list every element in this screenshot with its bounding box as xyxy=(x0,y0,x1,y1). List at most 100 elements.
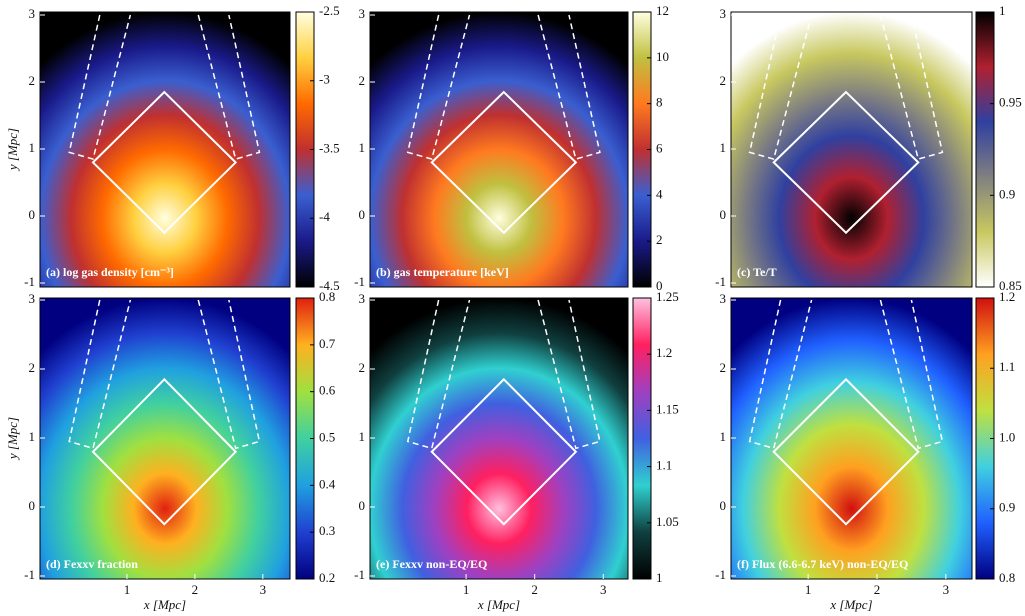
x-tick-label: 1 xyxy=(805,582,812,597)
region-diamond xyxy=(772,377,920,526)
y-axis-label: y [Mpc] xyxy=(5,128,20,172)
y-tick-label: 0 xyxy=(720,498,727,513)
x-tick-label: 2 xyxy=(531,582,538,597)
y-tick-label: 2 xyxy=(359,73,366,88)
colorbar-tick-label: 1.15 xyxy=(656,401,679,416)
x-tick-label: 2 xyxy=(192,582,199,597)
colorbar-tick-label: 0.9 xyxy=(999,500,1015,515)
y-tick-label: 1 xyxy=(29,140,36,155)
colorbar-tick-label: 1.05 xyxy=(656,514,679,529)
heatmap-image xyxy=(730,11,973,288)
x-tick-label: 2 xyxy=(874,582,881,597)
heatmap-image xyxy=(39,297,291,580)
cone-outline xyxy=(748,14,944,160)
colorbar-tick-label: -3.5 xyxy=(319,140,340,155)
y-tick-label: -1 xyxy=(24,274,35,289)
y-tick-label: -1 xyxy=(354,274,365,289)
region-diamond xyxy=(91,377,238,526)
colorbar-tick-label: 0.7 xyxy=(319,336,336,351)
colorbar-tick-label: 0 xyxy=(656,278,663,293)
colorbar xyxy=(975,11,995,288)
y-tick-label: 3 xyxy=(29,6,36,21)
y-tick-label: 2 xyxy=(359,360,366,375)
y-axis-label: y [Mpc] xyxy=(5,417,20,461)
x-tick-label: 1 xyxy=(124,582,131,597)
cone-outline xyxy=(406,299,601,450)
y-tick-label: 1 xyxy=(720,429,727,444)
colorbar-tick-label: 0.3 xyxy=(319,523,335,538)
y-tick-label: 3 xyxy=(720,291,727,306)
heatmap-image xyxy=(730,297,973,580)
y-tick-label: -1 xyxy=(715,274,726,289)
colorbar-tick-label: 1.2 xyxy=(999,289,1015,304)
x-tick-label: 3 xyxy=(600,582,607,597)
colorbar-tick-label: 1.1 xyxy=(999,359,1015,374)
colorbar-tick-label: 0.9 xyxy=(999,186,1015,201)
colorbar-tick-label: 1.0 xyxy=(999,429,1015,444)
colorbar xyxy=(632,297,652,580)
region-diamond xyxy=(772,90,920,235)
colorbar-tick-label: 0.2 xyxy=(319,570,335,585)
y-tick-label: 3 xyxy=(359,291,366,306)
heatmap-image xyxy=(369,297,629,580)
heatmap-image xyxy=(369,11,629,288)
colorbar-tick-label: 2 xyxy=(656,232,663,247)
y-tick-label: 2 xyxy=(720,73,727,88)
y-tick-label: 0 xyxy=(29,207,36,222)
y-tick-label: -1 xyxy=(715,567,726,582)
colorbar-tick-label: 1 xyxy=(656,570,663,585)
colorbar-tick-label: 4 xyxy=(656,186,663,201)
colorbar-tick-label: 1.25 xyxy=(656,289,679,304)
colorbar-tick-label: 1.1 xyxy=(656,458,672,473)
colorbar-tick-label: 1 xyxy=(999,3,1006,18)
y-tick-label: -1 xyxy=(354,567,365,582)
colorbar-tick-label: 0.85 xyxy=(999,278,1022,293)
y-tick-label: -1 xyxy=(24,567,35,582)
x-axis-label: x [Mpc] xyxy=(143,597,186,612)
colorbar-tick-label: 0.4 xyxy=(319,476,336,491)
y-tick-label: 0 xyxy=(359,498,366,513)
colorbar-tick-label: 0.6 xyxy=(319,383,336,398)
x-axis-label: x [Mpc] xyxy=(477,597,520,612)
y-tick-label: 3 xyxy=(29,291,36,306)
y-tick-label: 3 xyxy=(720,6,727,21)
colorbar-tick-label: 8 xyxy=(656,95,663,110)
y-tick-label: 2 xyxy=(29,360,36,375)
y-tick-label: 0 xyxy=(720,207,727,222)
y-tick-label: 1 xyxy=(720,140,727,155)
panel-label: (e) Fexxv non-EQ/EQ xyxy=(376,557,487,571)
cone-outline xyxy=(748,299,944,450)
colorbar-tick-label: 6 xyxy=(656,140,663,155)
x-tick-label: 1 xyxy=(463,582,470,597)
colorbar-tick-label: 1.2 xyxy=(656,345,672,360)
x-axis-label: x [Mpc] xyxy=(829,597,872,612)
region-diamond xyxy=(430,90,578,235)
y-tick-label: 1 xyxy=(359,140,366,155)
y-tick-label: 3 xyxy=(359,6,366,21)
region-diamond xyxy=(91,90,238,235)
colorbar-tick-label: 10 xyxy=(656,49,669,64)
y-tick-label: 0 xyxy=(29,498,36,513)
x-tick-label: 3 xyxy=(260,582,267,597)
colorbar-tick-label: 0.5 xyxy=(319,429,335,444)
colorbar-tick-label: -3 xyxy=(319,72,330,87)
cone-outline xyxy=(68,299,261,450)
y-tick-label: 2 xyxy=(720,360,727,375)
y-tick-label: 0 xyxy=(359,207,366,222)
colorbar-tick-label: 0.95 xyxy=(999,95,1022,110)
y-tick-label: 2 xyxy=(29,73,36,88)
panel-label: (a) log gas density [cm⁻³] xyxy=(46,265,174,279)
colorbar-tick-label: 0.8 xyxy=(999,570,1015,585)
colorbar-tick-label: -4 xyxy=(319,209,330,224)
cone-outline xyxy=(406,14,601,160)
y-tick-label: 1 xyxy=(359,429,366,444)
colorbar-tick-label: 0.8 xyxy=(319,289,335,304)
x-tick-label: 3 xyxy=(943,582,950,597)
cone-outline xyxy=(68,14,261,160)
region-diamond xyxy=(430,377,578,526)
heatmap-image xyxy=(39,11,291,288)
y-tick-label: 1 xyxy=(29,429,36,444)
panel-label: (d) Fexxv fraction xyxy=(46,557,138,571)
panel-label: (c) Te/T xyxy=(737,265,777,279)
